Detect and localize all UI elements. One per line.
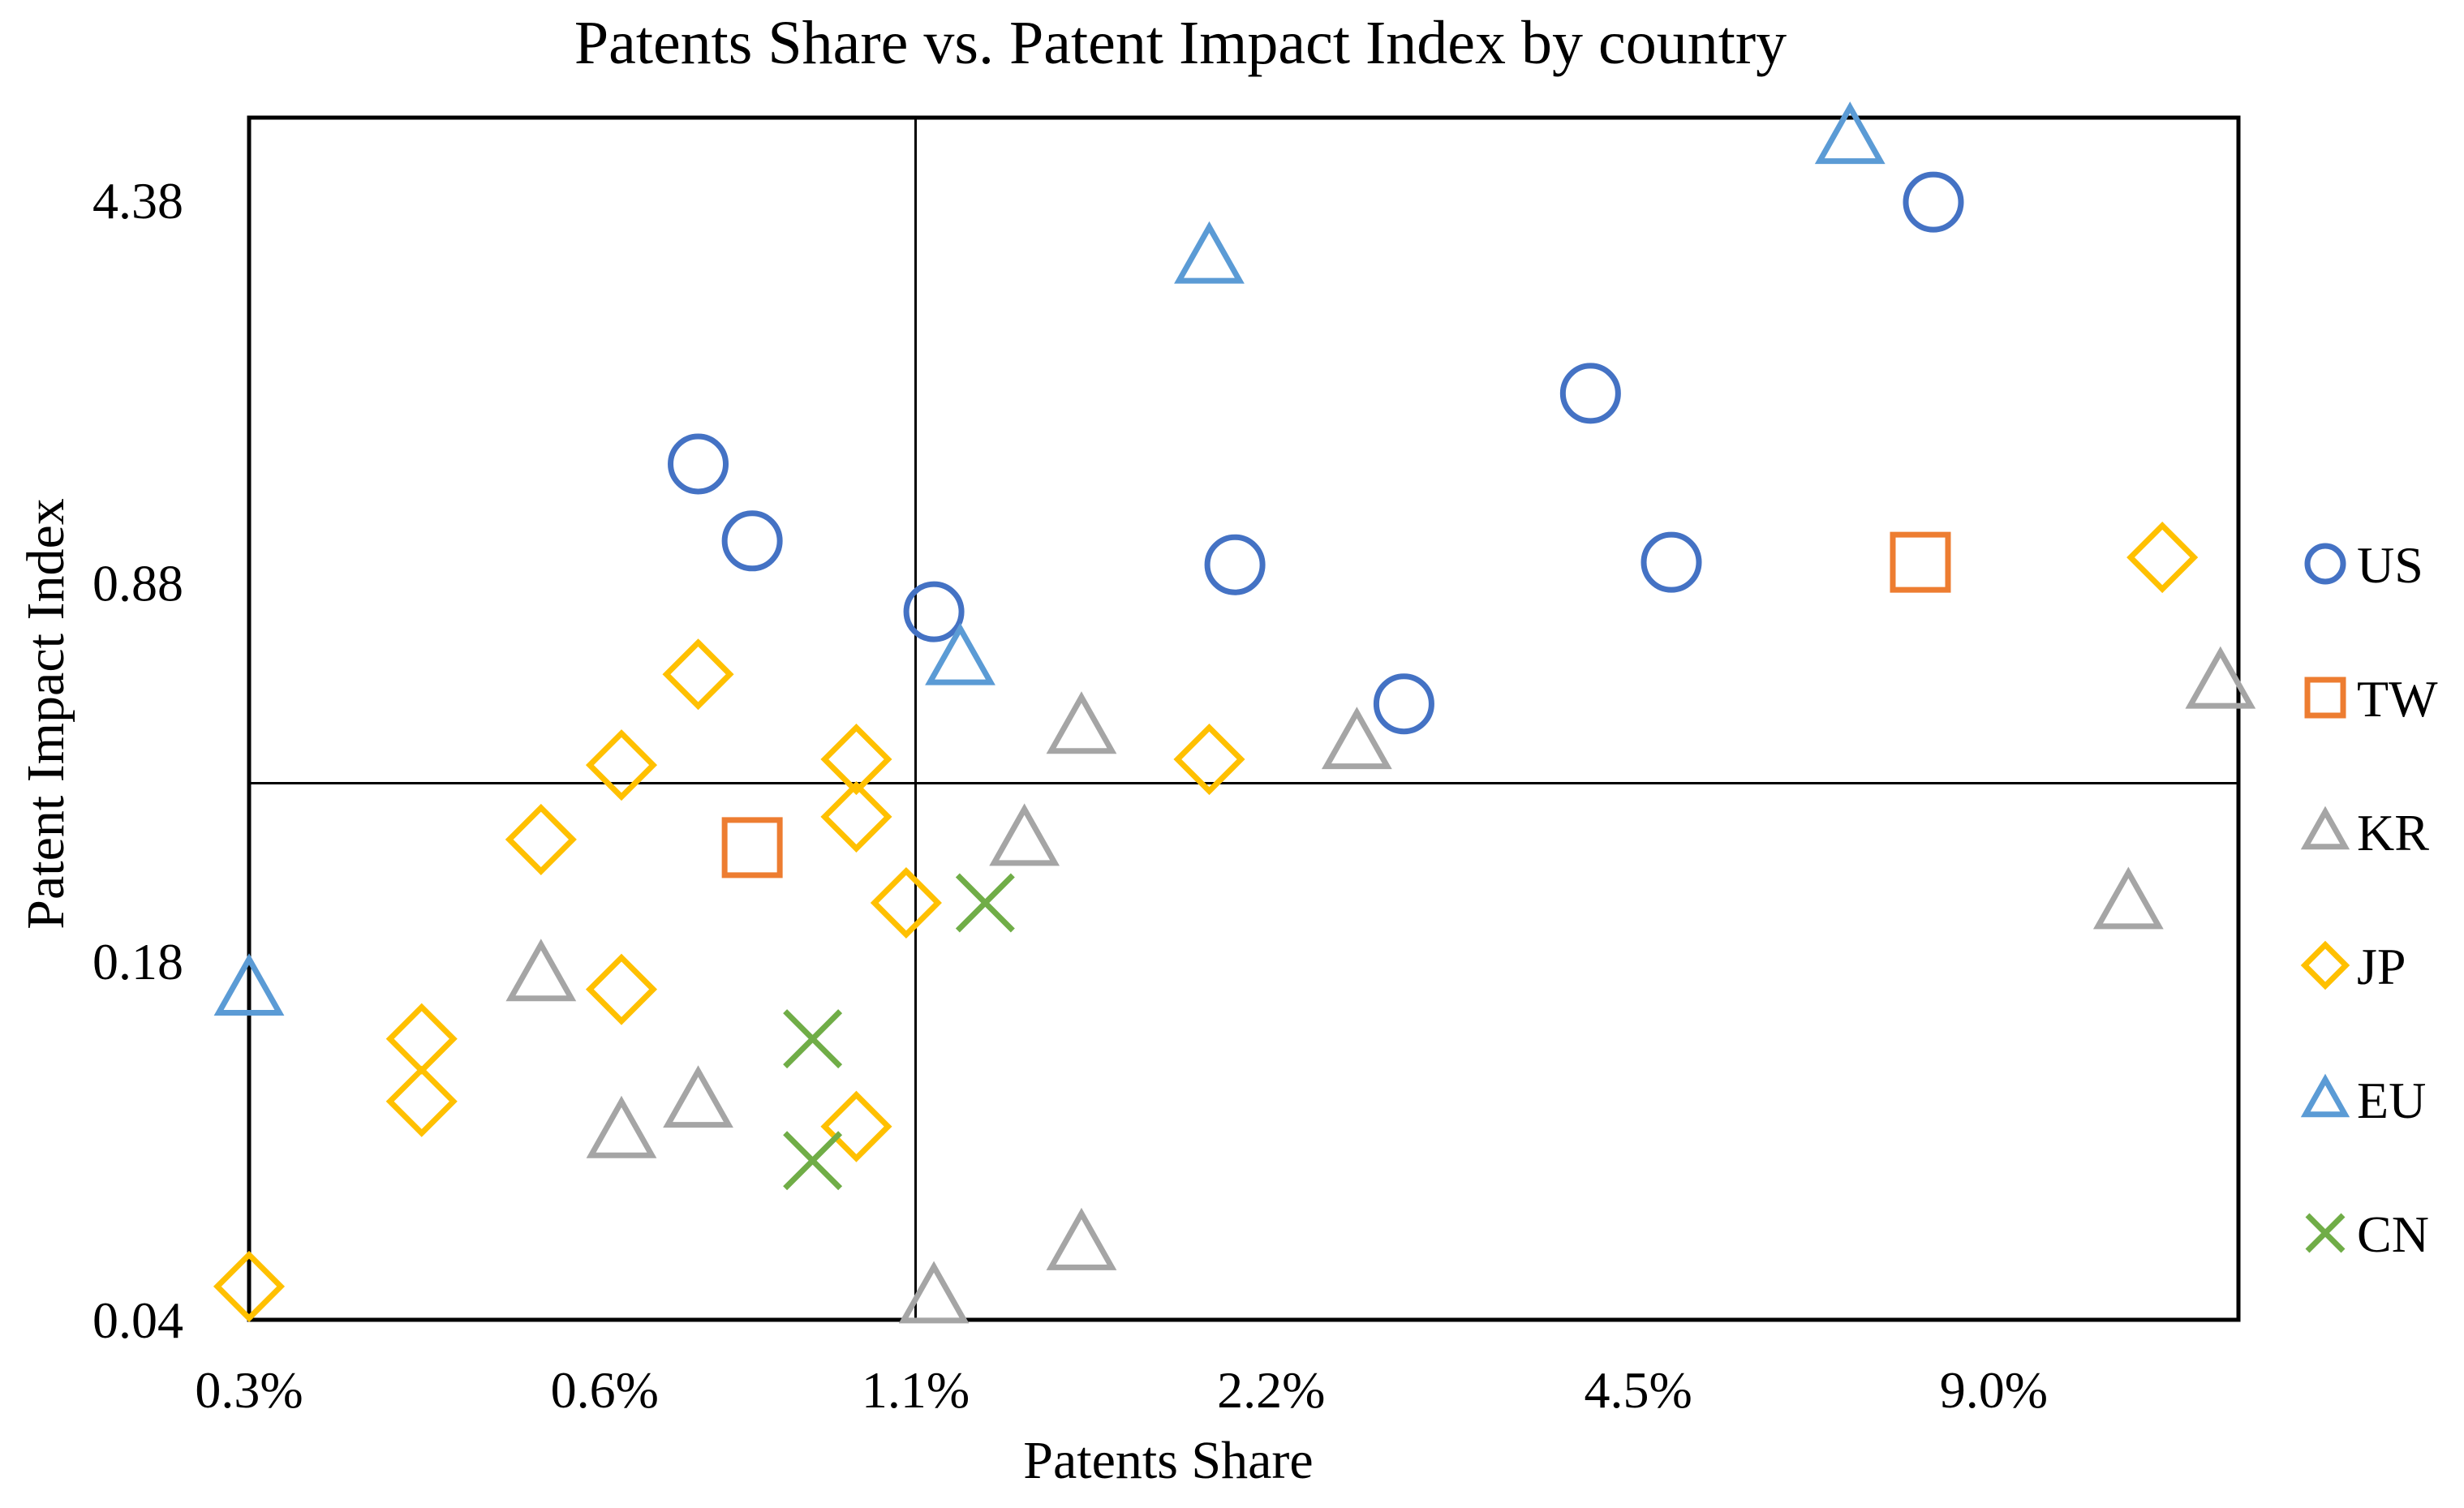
point-kr — [586, 1095, 657, 1158]
legend-marker-jp — [2300, 940, 2350, 990]
x-tick-label: 0.3% — [195, 1361, 303, 1419]
point-cn — [955, 873, 1015, 933]
point-eu — [213, 953, 285, 1016]
point-jp — [385, 1065, 458, 1137]
point-jp — [2126, 522, 2199, 594]
point-us — [668, 433, 729, 495]
y-tick-label: 0.04 — [92, 1291, 183, 1349]
point-kr — [989, 803, 1060, 866]
point-jp — [213, 1250, 286, 1322]
point-kr — [1046, 1207, 1117, 1270]
legend-label-tw: TW — [2357, 670, 2438, 728]
x-tick-label: 0.6% — [551, 1361, 659, 1419]
point-us — [1903, 171, 1964, 233]
point-us — [721, 510, 783, 572]
y-tick-label: 4.38 — [92, 172, 183, 230]
point-jp — [585, 729, 658, 801]
x-axis-ticks: 0.3% 0.6% 1.1% 2.2% 4.5% 9.0% — [195, 1361, 2048, 1419]
point-us — [1559, 363, 1621, 424]
legend-marker-kr — [2300, 806, 2350, 850]
point-jp — [870, 866, 942, 939]
y-axis-ticks: 0.04 0.18 0.88 4.38 — [92, 172, 183, 1349]
x-tick-label: 2.2% — [1217, 1361, 1325, 1419]
point-eu — [925, 622, 995, 685]
point-jp — [585, 953, 658, 1025]
point-kr — [2092, 866, 2164, 930]
point-eu — [1174, 221, 1245, 284]
point-kr — [2185, 646, 2256, 709]
point-eu — [1814, 101, 1886, 165]
legend-label-cn: CN — [2357, 1205, 2429, 1263]
legend-label-jp: JP — [2357, 938, 2406, 995]
point-us — [1373, 673, 1434, 735]
point-jp — [385, 1003, 458, 1075]
x-tick-label: 1.1% — [862, 1361, 970, 1419]
point-jp — [820, 1090, 892, 1162]
legend-marker-cn — [2305, 1213, 2346, 1253]
point-kr — [1046, 691, 1117, 754]
point-jp — [820, 780, 892, 853]
point-jp — [1173, 724, 1245, 796]
x-tick-label: 9.0% — [1940, 1361, 2048, 1419]
point-us — [903, 581, 965, 642]
legend: US TW KR JP EU CN — [2300, 536, 2438, 1263]
point-kr — [1321, 707, 1392, 770]
x-tick-label: 4.5% — [1585, 1361, 1692, 1419]
y-tick-label: 0.18 — [92, 933, 183, 990]
legend-marker-eu — [2300, 1073, 2350, 1118]
legend-label-us: US — [2357, 536, 2423, 594]
x-axis-label: Patents Share — [1023, 1431, 1313, 1490]
point-us — [1641, 531, 1702, 593]
y-axis-label: Patent Impact Index — [16, 498, 75, 929]
point-jp — [505, 803, 577, 875]
point-jp — [662, 638, 734, 711]
point-jp — [820, 724, 892, 796]
legend-marker-us — [2304, 543, 2346, 585]
plot-area — [247, 115, 2241, 1322]
legend-marker-tw — [2304, 677, 2346, 719]
point-cn — [783, 1009, 843, 1069]
point-kr — [663, 1065, 733, 1128]
point-kr — [505, 939, 577, 1002]
legend-label-kr: KR — [2357, 804, 2429, 861]
point-kr — [898, 1261, 970, 1324]
point-us — [1204, 534, 1266, 595]
data-points — [213, 101, 2256, 1324]
chart-title: Patents Share vs. Patent Impact Index by… — [574, 9, 1787, 77]
y-tick-label: 0.88 — [92, 555, 183, 612]
legend-label-eu: EU — [2357, 1072, 2426, 1129]
point-tw — [721, 817, 783, 879]
point-cn — [783, 1131, 843, 1191]
point-tw — [1890, 531, 1951, 593]
